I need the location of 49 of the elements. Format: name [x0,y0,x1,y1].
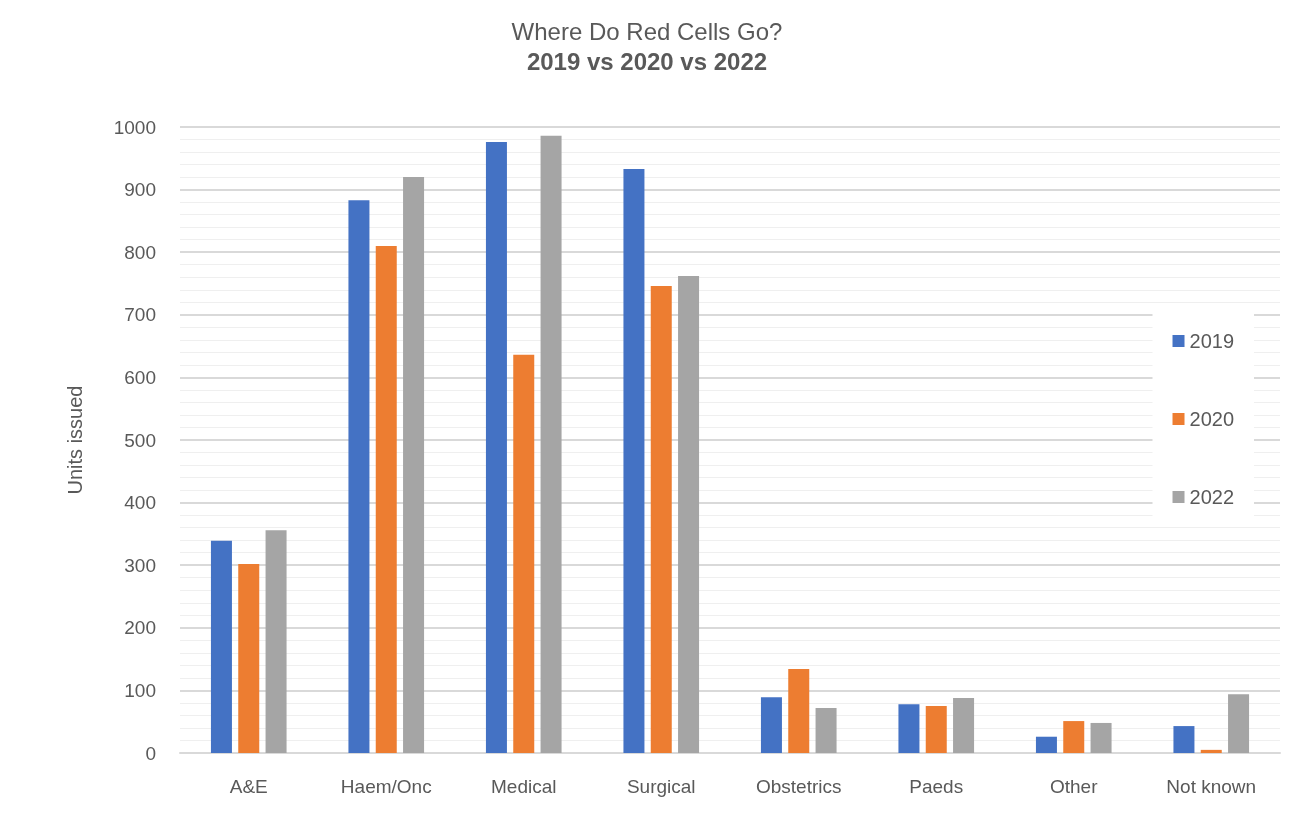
bar [623,168,645,753]
y-tick-label: 100 [124,679,156,701]
bar [540,135,562,753]
y-tick-label: 500 [124,429,156,451]
legend-label: 2022 [1189,486,1235,508]
bar [238,563,260,753]
y-tick-label: 300 [124,554,156,576]
bar [788,669,810,753]
x-tick-label: Medical [491,776,557,797]
bar [485,142,507,753]
bar [1200,749,1222,753]
bar [1228,694,1250,753]
chart-title: Where Do Red Cells Go? [511,17,783,45]
bar [1035,736,1057,753]
y-tick-label: 600 [124,366,156,388]
x-tick-label: A&E [229,776,268,797]
x-tick-label: Surgical [626,776,696,797]
y-tick-label: 1000 [113,116,156,138]
y-axis-title: Units issued [64,385,86,495]
bar [760,697,782,753]
bar [1173,726,1195,753]
y-tick-label: 0 [145,742,156,764]
x-tick-label: Other [1049,776,1099,797]
bar [678,275,700,753]
bar [403,177,425,753]
chart-subtitle: 2019 vs 2020 vs 2022 [526,47,768,75]
bar [513,354,535,753]
x-tick-label: Paeds [909,776,964,797]
y-tick-label: 900 [124,179,156,201]
bar [265,530,287,753]
bar [1063,721,1085,753]
legend-label: 2020 [1189,408,1235,430]
bar [1090,722,1112,753]
bar [925,706,947,753]
y-tick-label: 700 [124,304,156,326]
bar [650,286,672,753]
y-tick-label: 200 [124,617,156,639]
legend-label: 2019 [1189,330,1235,352]
x-tick-label: Haem/Onc [340,776,432,797]
bar [210,540,232,753]
y-tick-label: 400 [124,492,156,514]
bar [815,707,837,753]
bar [953,697,975,753]
y-tick-label: 800 [124,241,156,263]
bar [375,245,397,753]
x-tick-label: Obstetrics [755,776,842,797]
x-tick-label: Not known [1166,776,1257,797]
bar [348,200,370,753]
bar [898,704,920,753]
